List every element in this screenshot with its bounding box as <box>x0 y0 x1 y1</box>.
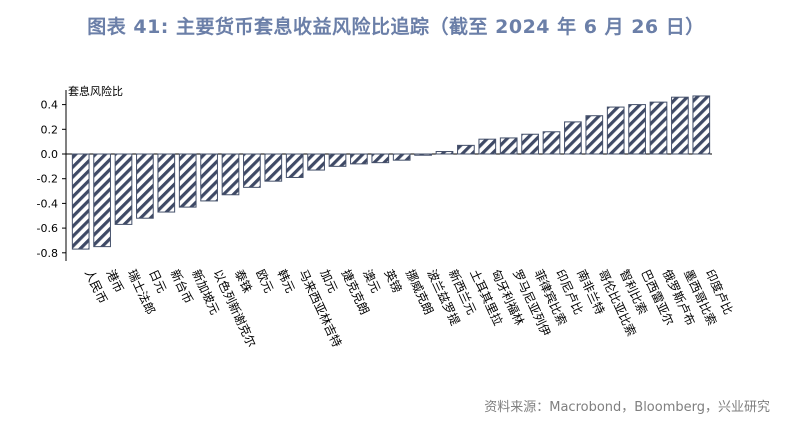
bar-以色列新谢克尔 <box>200 153 218 202</box>
bar-罗马尼亚列伊 <box>499 137 518 155</box>
x-tick-label: 日元 <box>146 267 169 295</box>
y-tick-label: 0.4 <box>41 99 59 112</box>
chart-title: 图表 41: 主要货币套息收益风险比追踪（截至 2024 年 6 月 26 日） <box>87 16 705 38</box>
bar-墨西哥比索 <box>671 96 689 155</box>
y-tick-label: -0.2 <box>37 173 58 186</box>
bar-捷克克朗 <box>328 153 347 167</box>
bar-菲律宾比索 <box>521 133 539 155</box>
bar-南非兰特 <box>564 121 582 155</box>
bar-英镑 <box>371 153 390 164</box>
bar-印度卢比 <box>692 95 711 155</box>
bar-韩元 <box>264 153 283 182</box>
bar-匈牙利福林 <box>478 138 497 155</box>
x-tick-label: 泰铢 <box>232 267 256 295</box>
y-tick-label: 0.2 <box>41 123 59 136</box>
bar-澳元 <box>350 153 368 165</box>
bar-挪威克朗 <box>392 153 411 161</box>
bar-印尼卢比 <box>542 131 561 155</box>
bar-日元 <box>136 153 154 219</box>
y-tick-label: -0.8 <box>37 247 58 260</box>
bar-新台币 <box>157 153 176 213</box>
bar-加元 <box>307 153 325 171</box>
bar-巴西雷亚尔 <box>628 104 646 155</box>
bar-哥伦比亚比索 <box>585 115 604 155</box>
x-tick-label: 港币 <box>103 267 126 295</box>
bar-智利比索 <box>606 106 625 155</box>
x-tick-label: 英镑 <box>382 267 406 295</box>
bar-人民币 <box>71 153 90 250</box>
bar-瑞士法郎 <box>114 153 133 225</box>
bar-俄罗斯卢布 <box>649 101 668 155</box>
bar-土耳其里拉 <box>457 144 475 155</box>
x-tick-label: 澳元 <box>360 267 383 295</box>
y-tick-label: 0.0 <box>41 148 59 161</box>
y-axis-label: 套息风险比 <box>68 84 123 98</box>
y-tick-label: -0.6 <box>37 222 58 235</box>
x-tick-label: 加元 <box>317 267 340 295</box>
x-tick-label: 韩元 <box>275 267 299 295</box>
bar-马来西亚林吉特 <box>285 153 304 178</box>
bar-泰铢 <box>221 153 240 196</box>
x-tick-label: 欧元 <box>253 267 276 295</box>
bar-波兰兹罗提 <box>414 153 432 156</box>
bar-新加坡元 <box>178 153 197 208</box>
bar-新西兰元 <box>435 151 454 155</box>
bar-欧元 <box>243 153 261 188</box>
y-tick-label: -0.4 <box>37 197 58 210</box>
bar-港币 <box>93 153 111 248</box>
source-note: 资料来源：Macrobond，Bloomberg，兴业研究 <box>484 400 770 415</box>
